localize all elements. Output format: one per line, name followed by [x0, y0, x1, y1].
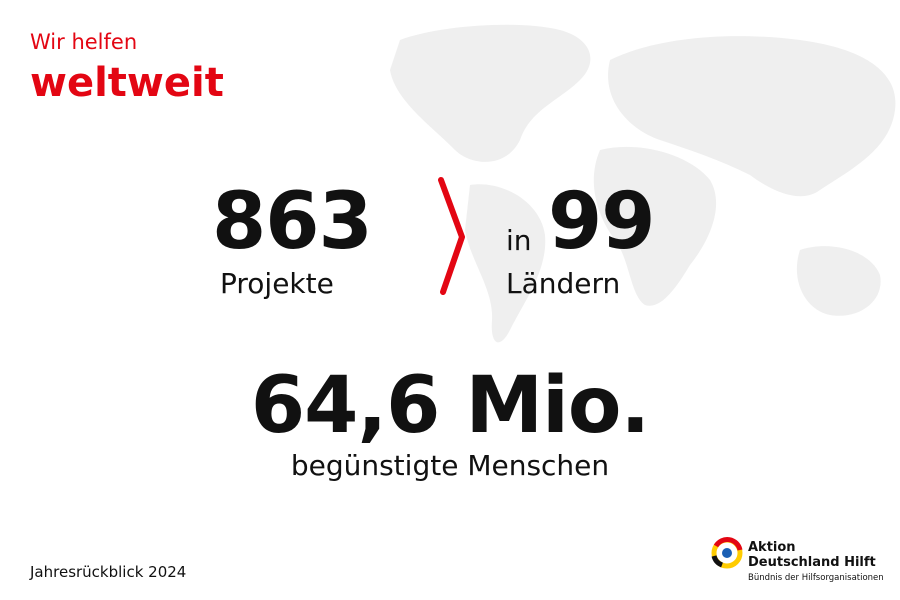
map-americas-south: [465, 184, 546, 343]
logo-line1: Aktion: [748, 540, 796, 555]
chevron: [438, 177, 465, 295]
caption: Jahresrückblick 2024: [29, 563, 186, 581]
people-label: begünstigte Menschen: [291, 449, 609, 482]
countries-prefix: in: [506, 224, 532, 257]
logo-dot: [722, 548, 732, 558]
people-value: 64,6 Mio.: [251, 361, 649, 451]
projects-value: 863: [212, 177, 372, 267]
logo-mark: [711, 537, 743, 569]
map-americas-north: [390, 24, 591, 162]
countries-label: Ländern: [506, 267, 620, 300]
map-africa: [593, 146, 717, 306]
title: weltweit: [30, 60, 224, 106]
map-australia: [796, 246, 881, 316]
logo-line2: Deutschland Hilft: [748, 555, 876, 570]
projects-label: Projekte: [220, 267, 334, 300]
logo-ring-black: [711, 555, 724, 568]
countries-value: 99: [548, 177, 655, 267]
logo-ring-red: [713, 537, 743, 551]
world-map: [390, 24, 896, 343]
logo-tagline: Bündnis der Hilfsorganisationen: [748, 573, 884, 583]
map-eurasia: [608, 36, 896, 197]
kicker: Wir helfen: [30, 30, 137, 54]
